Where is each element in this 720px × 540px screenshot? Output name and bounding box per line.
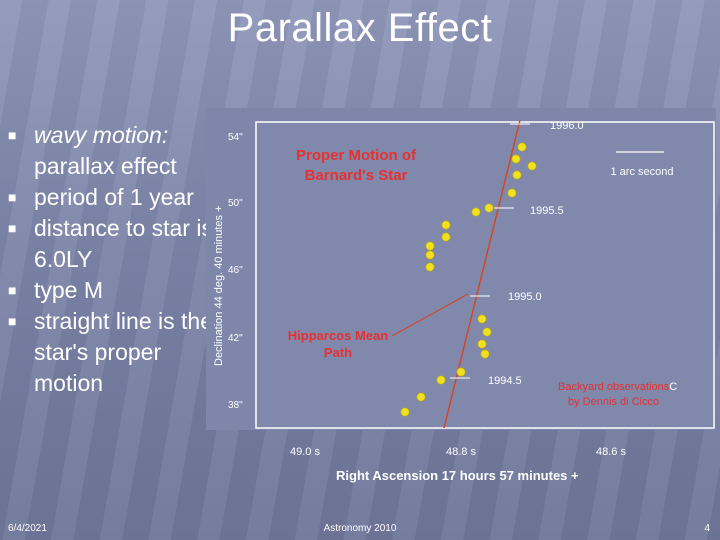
y-axis-title: Declination 44 deg. 40 minutes +	[213, 205, 225, 366]
bullet-item: ■ wavy motion: parallax effect	[8, 120, 218, 182]
figure-heading-line1: Proper Motion of	[296, 147, 417, 164]
observation-point	[471, 207, 481, 217]
bullet-item: ■ distance to star is 6.0LY	[8, 213, 218, 275]
bullet-item: ■ straight line is the star's proper mot…	[8, 306, 218, 399]
path-label-line1: Hipparcos Mean	[288, 328, 388, 343]
bullet-list: ■ wavy motion: parallax effect ■ period …	[8, 120, 218, 399]
path-label-line2: Path	[324, 345, 352, 360]
observation-point	[436, 375, 446, 385]
x-tick-label: 49.0 s	[290, 446, 320, 458]
epoch-label: 1994.5	[488, 375, 522, 387]
figure-heading-line2: Barnard's Star	[305, 167, 408, 184]
bullet-text: straight line is the star's proper motio…	[34, 308, 213, 396]
observation-point	[482, 327, 492, 337]
y-tick-label: 54"	[228, 132, 243, 143]
barnards-star-figure: Declination 44 deg. 40 minutes + 54" 50"…	[206, 108, 716, 430]
observation-point	[477, 314, 487, 324]
bullet-text: distance to star is 6.0LY	[34, 215, 213, 272]
y-tick-label: 50"	[228, 198, 243, 209]
observation-point	[477, 339, 487, 349]
footer-page-number: 4	[704, 523, 710, 534]
observation-points	[400, 142, 537, 417]
x-axis-title: Right Ascension 17 hours 57 minutes +	[336, 468, 579, 483]
square-bullet-icon: ■	[8, 189, 17, 205]
y-tick-label: 38"	[228, 400, 243, 411]
plot-frame	[255, 121, 715, 429]
observation-point	[425, 250, 435, 260]
epoch-label: 1996.0	[550, 120, 584, 132]
observation-point	[425, 241, 435, 251]
credit-text: Backyard observations	[558, 381, 670, 393]
path-label-pointer	[391, 293, 469, 337]
observation-point	[507, 188, 517, 198]
bullet-text: type M	[34, 277, 104, 303]
credit-marker: C	[669, 381, 677, 393]
credit-line2: by Dennis di Cicco	[568, 396, 659, 408]
epoch-label: 1995.5	[530, 205, 564, 217]
x-tick-label: 48.6 s	[596, 446, 626, 458]
observation-point	[456, 367, 466, 377]
observation-point	[511, 154, 521, 164]
credit-line1: Backyard observationsC	[558, 381, 677, 393]
bullet-item: ■ period of 1 year	[8, 182, 218, 213]
scale-label: 1 arc second	[611, 166, 674, 178]
bullet-italic-text: wavy motion:	[34, 122, 169, 148]
x-tick-label: 48.8 s	[446, 446, 476, 458]
observation-point	[416, 392, 426, 402]
epoch-label: 1995.0	[508, 291, 542, 303]
observation-point	[517, 142, 527, 152]
bullet-text: parallax effect	[34, 153, 177, 179]
bullet-item: ■ type M	[8, 275, 218, 306]
y-tick-label: 42"	[228, 333, 243, 344]
observation-point	[512, 170, 522, 180]
observation-point	[527, 161, 537, 171]
observation-point	[480, 349, 490, 359]
bullet-text: period of 1 year	[34, 184, 194, 210]
slide-title: Parallax Effect	[227, 6, 493, 50]
observation-point	[425, 262, 435, 272]
square-bullet-icon: ■	[8, 127, 17, 143]
square-bullet-icon: ■	[8, 313, 17, 329]
observation-point	[484, 203, 494, 213]
mean-path-line	[443, 119, 521, 429]
y-tick-label: 46"	[228, 265, 243, 276]
footer-date: 6/4/2021	[8, 523, 47, 534]
observation-point	[441, 232, 451, 242]
figure-canvas: Declination 44 deg. 40 minutes + 54" 50"…	[213, 119, 715, 429]
observation-point	[400, 407, 410, 417]
square-bullet-icon: ■	[8, 282, 17, 298]
observation-point	[441, 220, 451, 230]
footer-course: Astronomy 2010	[323, 523, 397, 534]
square-bullet-icon: ■	[8, 220, 17, 236]
